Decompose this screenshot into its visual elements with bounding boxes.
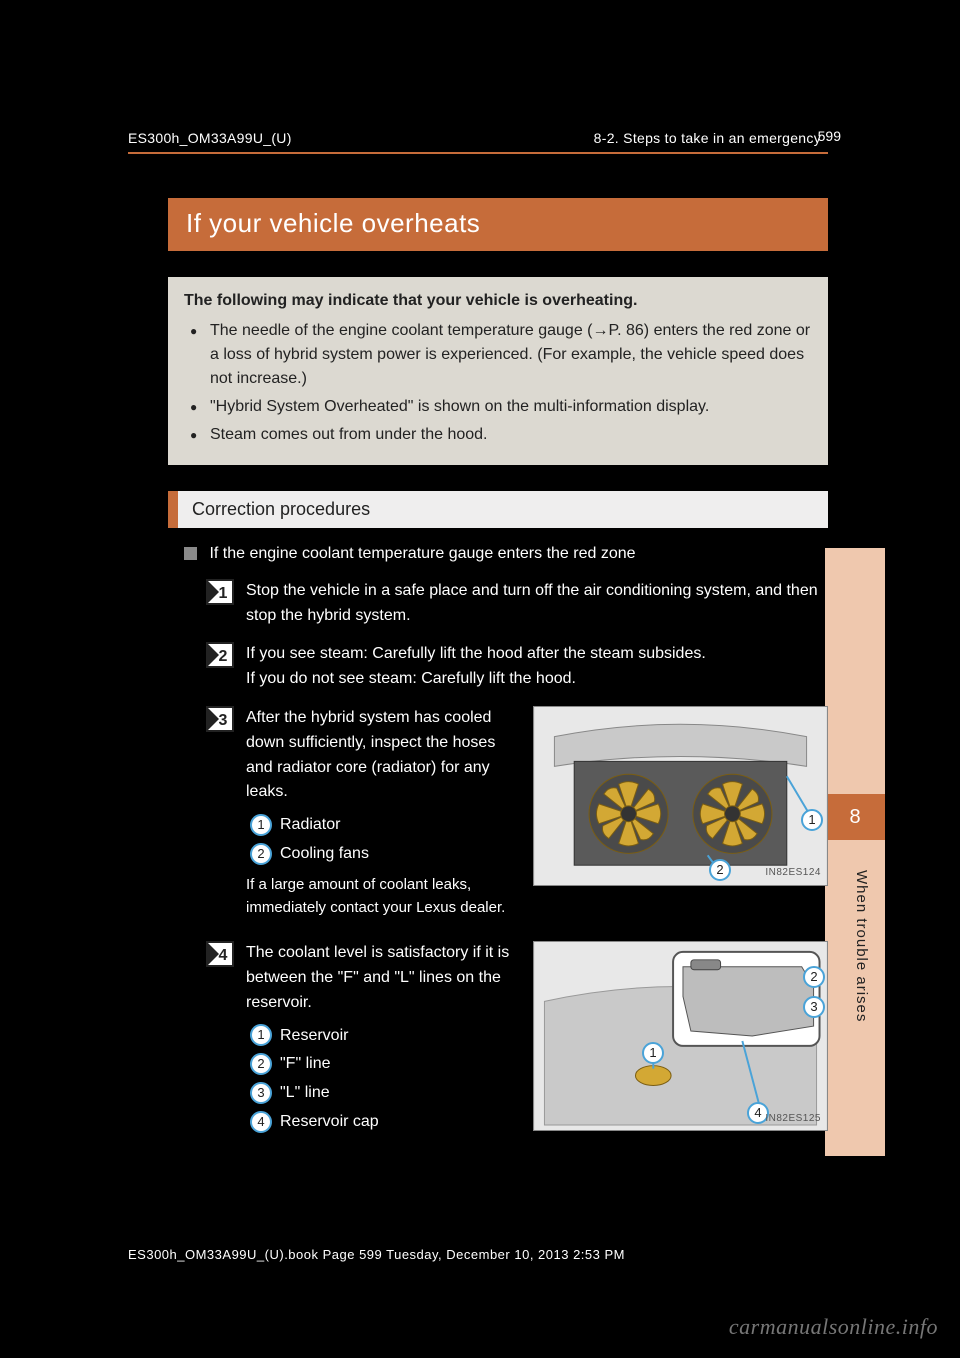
watermark: carmanualsonline.info	[729, 1314, 938, 1340]
intro-box: The following may indicate that your veh…	[168, 277, 828, 465]
step-text: The coolant level is satisfactory if it …	[246, 941, 515, 1139]
step-3: 3 After the hybrid system has cooled dow…	[206, 706, 515, 919]
step-text: Stop the vehicle in a safe place and tur…	[246, 579, 828, 629]
callout-number-icon: 2	[250, 1053, 272, 1075]
step-3-row: 3 After the hybrid system has cooled dow…	[206, 706, 828, 919]
callout-number-icon: 2	[250, 843, 272, 865]
header-left: ES300h_OM33A99U_(U)	[128, 130, 292, 146]
reservoir-svg	[534, 942, 827, 1130]
header-right: 8-2. Steps to take in an emergency	[594, 130, 821, 146]
step-3-note: If a large amount of coolant leaks, imme…	[246, 873, 515, 920]
step-text: After the hybrid system has cooled down …	[246, 706, 515, 919]
img-callout-2: 2	[709, 859, 731, 881]
section-heading: Correction procedures	[168, 491, 828, 528]
step-number-icon: 3	[206, 706, 234, 732]
callout-item: 3 "L" line	[250, 1081, 515, 1106]
intro-bullet: Steam comes out from under the hood.	[190, 423, 812, 447]
step-4-body: The coolant level is satisfactory if it …	[246, 944, 509, 1011]
callout-number-icon: 1	[250, 1024, 272, 1046]
callout-item: 4 Reservoir cap	[250, 1110, 515, 1135]
reservoir-illustration: 1 2 3 4 IN82ES125	[533, 941, 828, 1131]
page-header: ES300h_OM33A99U_(U) 8-2. Steps to take i…	[128, 130, 833, 146]
side-chapter-label: When trouble arises	[853, 870, 870, 1022]
step-1: 1 Stop the vehicle in a safe place and t…	[206, 579, 828, 629]
svg-text:3: 3	[219, 712, 228, 729]
step-3-body: After the hybrid system has cooled down …	[246, 709, 495, 800]
page-number: 599	[818, 128, 841, 144]
img-callout-1: 1	[801, 809, 823, 831]
doc-footer-reference: ES300h_OM33A99U_(U).book Page 599 Tuesda…	[128, 1247, 625, 1262]
callout-number-icon: 1	[250, 814, 272, 836]
page-title: If your vehicle overheats	[168, 198, 828, 251]
callout-label: Reservoir cap	[280, 1113, 379, 1130]
callout-number-icon: 4	[250, 1111, 272, 1133]
intro-bullet: "Hybrid System Overheated" is shown on t…	[190, 395, 812, 419]
side-tab	[825, 548, 885, 1156]
side-chapter-number: 8	[825, 794, 885, 840]
callout-label: Reservoir	[280, 1027, 348, 1044]
callout-label: Radiator	[280, 816, 340, 833]
svg-text:1: 1	[219, 585, 228, 602]
illustration-label: IN82ES125	[765, 1111, 821, 1127]
square-bullet-icon	[184, 547, 197, 560]
svg-text:2: 2	[219, 648, 228, 665]
step-number-icon: 4	[206, 941, 234, 967]
callout-number-icon: 3	[250, 1082, 272, 1104]
callout-item: 1 Reservoir	[250, 1024, 515, 1049]
engine-fan-svg	[534, 707, 827, 885]
step-number-icon: 1	[206, 579, 234, 605]
chapter-number: 8	[849, 806, 860, 829]
intro-heading: The following may indicate that your veh…	[184, 289, 812, 313]
intro-list: The needle of the engine coolant tempera…	[184, 319, 812, 447]
illustration-label: IN82ES124	[765, 865, 821, 881]
step-4: 4 The coolant level is satisfactory if i…	[206, 941, 515, 1139]
callout-label: "L" line	[280, 1084, 330, 1101]
step-4-row: 4 The coolant level is satisfactory if i…	[206, 941, 828, 1139]
header-rule	[128, 152, 828, 154]
page-content: 599 ES300h_OM33A99U_(U) 8-2. Steps to ta…	[128, 130, 833, 1161]
svg-text:4: 4	[219, 947, 228, 964]
step-number-icon: 2	[206, 642, 234, 668]
callout-label: Cooling fans	[280, 845, 369, 862]
content-body: If the engine coolant temperature gauge …	[168, 542, 828, 1139]
step-2: 2 If you see steam: Carefully lift the h…	[206, 642, 828, 692]
step-4-callouts: 1 Reservoir 2 "F" line 3 "L" line 4 Reservoi…	[246, 1024, 515, 1135]
callout-item: 1 Radiator	[250, 813, 515, 838]
engine-fan-illustration: 1 2 IN82ES124	[533, 706, 828, 886]
sub-heading: If the engine coolant temperature gauge …	[209, 545, 635, 562]
sub-heading-row: If the engine coolant temperature gauge …	[184, 542, 828, 567]
intro-bullet: The needle of the engine coolant tempera…	[190, 319, 812, 391]
step-3-callouts: 1 Radiator 2 Cooling fans	[246, 813, 515, 867]
callout-item: 2 Cooling fans	[250, 842, 515, 867]
callout-item: 2 "F" line	[250, 1052, 515, 1077]
callout-label: "F" line	[280, 1055, 330, 1072]
step-text: If you see steam: Carefully lift the hoo…	[246, 642, 828, 692]
